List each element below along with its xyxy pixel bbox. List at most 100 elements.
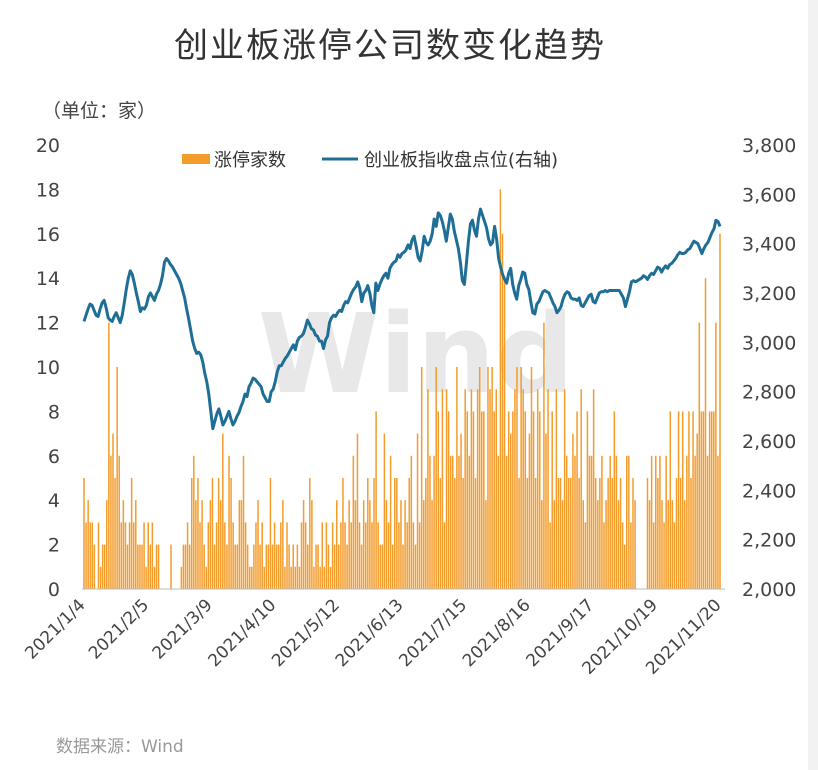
bar <box>443 522 446 589</box>
bar <box>613 411 616 589</box>
bar <box>713 411 715 589</box>
bar <box>710 411 713 589</box>
bar <box>684 500 686 589</box>
bar <box>433 455 435 589</box>
bar <box>120 522 123 589</box>
left-axis-unit-label: （单位：家） <box>42 100 157 122</box>
bar <box>431 500 433 589</box>
bar <box>702 411 705 589</box>
bar <box>313 566 315 589</box>
chart-title: 创业板涨停公司数变化趋势 <box>174 26 606 66</box>
bar <box>661 500 663 589</box>
bar <box>489 389 491 589</box>
bar <box>331 522 334 589</box>
bar <box>437 411 439 589</box>
bar <box>193 455 195 589</box>
bar <box>696 433 698 589</box>
bar <box>553 500 556 589</box>
bar <box>296 544 299 589</box>
bar <box>456 367 458 589</box>
bar <box>646 478 649 589</box>
bar <box>534 478 537 589</box>
bar <box>414 544 417 589</box>
bar <box>184 544 187 589</box>
bar <box>464 389 466 589</box>
bar <box>549 522 551 589</box>
x-axis-tick-label: 2021/6/13 <box>332 595 408 671</box>
bar <box>340 522 342 589</box>
bar <box>139 544 141 589</box>
right-axis-tick-label: 2,000 <box>742 579 796 601</box>
bar <box>478 367 481 589</box>
bar <box>404 500 406 589</box>
right-axis-tick-label: 2,400 <box>742 480 796 502</box>
left-axis-tick-label: 6 <box>48 446 60 468</box>
bar <box>632 478 634 589</box>
bar <box>97 522 100 589</box>
bar <box>578 478 580 589</box>
bar <box>408 478 410 589</box>
bar <box>286 522 288 589</box>
bar <box>114 478 116 589</box>
bar <box>126 544 129 589</box>
bar <box>586 411 589 589</box>
bar <box>190 478 193 589</box>
bar <box>700 411 703 589</box>
bar <box>147 522 149 589</box>
bar <box>329 566 332 589</box>
bar-series <box>83 189 721 590</box>
bar <box>333 544 336 589</box>
bar <box>375 411 377 589</box>
bar <box>505 455 508 589</box>
x-axis-tick-label: 2021/4/10 <box>205 595 281 671</box>
bar <box>350 522 352 589</box>
bar <box>153 566 156 589</box>
bar <box>217 478 220 589</box>
bar <box>429 455 431 589</box>
bar <box>559 478 562 589</box>
bar <box>400 500 402 589</box>
right-axis-tick-label: 3,200 <box>742 283 796 305</box>
bar <box>354 500 357 589</box>
bar <box>449 455 452 589</box>
bar <box>634 500 636 589</box>
bar <box>518 478 520 589</box>
bar <box>298 566 301 589</box>
bar <box>584 522 587 589</box>
left-axis-tick-label: 10 <box>36 357 60 379</box>
legend-line-label: 创业板指收盘点位(右轴) <box>364 150 558 171</box>
bar <box>619 478 622 589</box>
bar <box>524 411 527 589</box>
bar <box>652 522 655 589</box>
bar <box>663 522 665 589</box>
bar <box>447 411 450 589</box>
bar <box>116 367 118 589</box>
left-axis-tick-label: 14 <box>36 268 60 290</box>
bar <box>101 544 104 589</box>
bar <box>365 522 367 589</box>
bar <box>677 411 680 589</box>
bar <box>265 544 268 589</box>
right-margin-strip <box>808 0 818 770</box>
bar <box>719 233 721 590</box>
bar <box>402 544 404 589</box>
bar <box>605 500 607 589</box>
bar <box>568 478 570 589</box>
bar <box>669 411 672 589</box>
bar <box>472 411 475 589</box>
data-source-note: 数据来源：Wind <box>56 737 184 757</box>
right-axis-tick-label: 3,600 <box>742 184 796 206</box>
bar <box>507 411 510 589</box>
bar <box>219 500 222 589</box>
bar <box>539 411 541 589</box>
bar <box>157 544 160 589</box>
bar <box>321 522 323 589</box>
bar <box>623 544 626 589</box>
bar <box>694 455 696 589</box>
left-axis-tick-label: 8 <box>48 401 60 423</box>
bar <box>151 522 154 589</box>
bar <box>309 478 311 589</box>
bar <box>667 500 669 589</box>
bar <box>284 566 286 589</box>
bar <box>615 455 618 589</box>
